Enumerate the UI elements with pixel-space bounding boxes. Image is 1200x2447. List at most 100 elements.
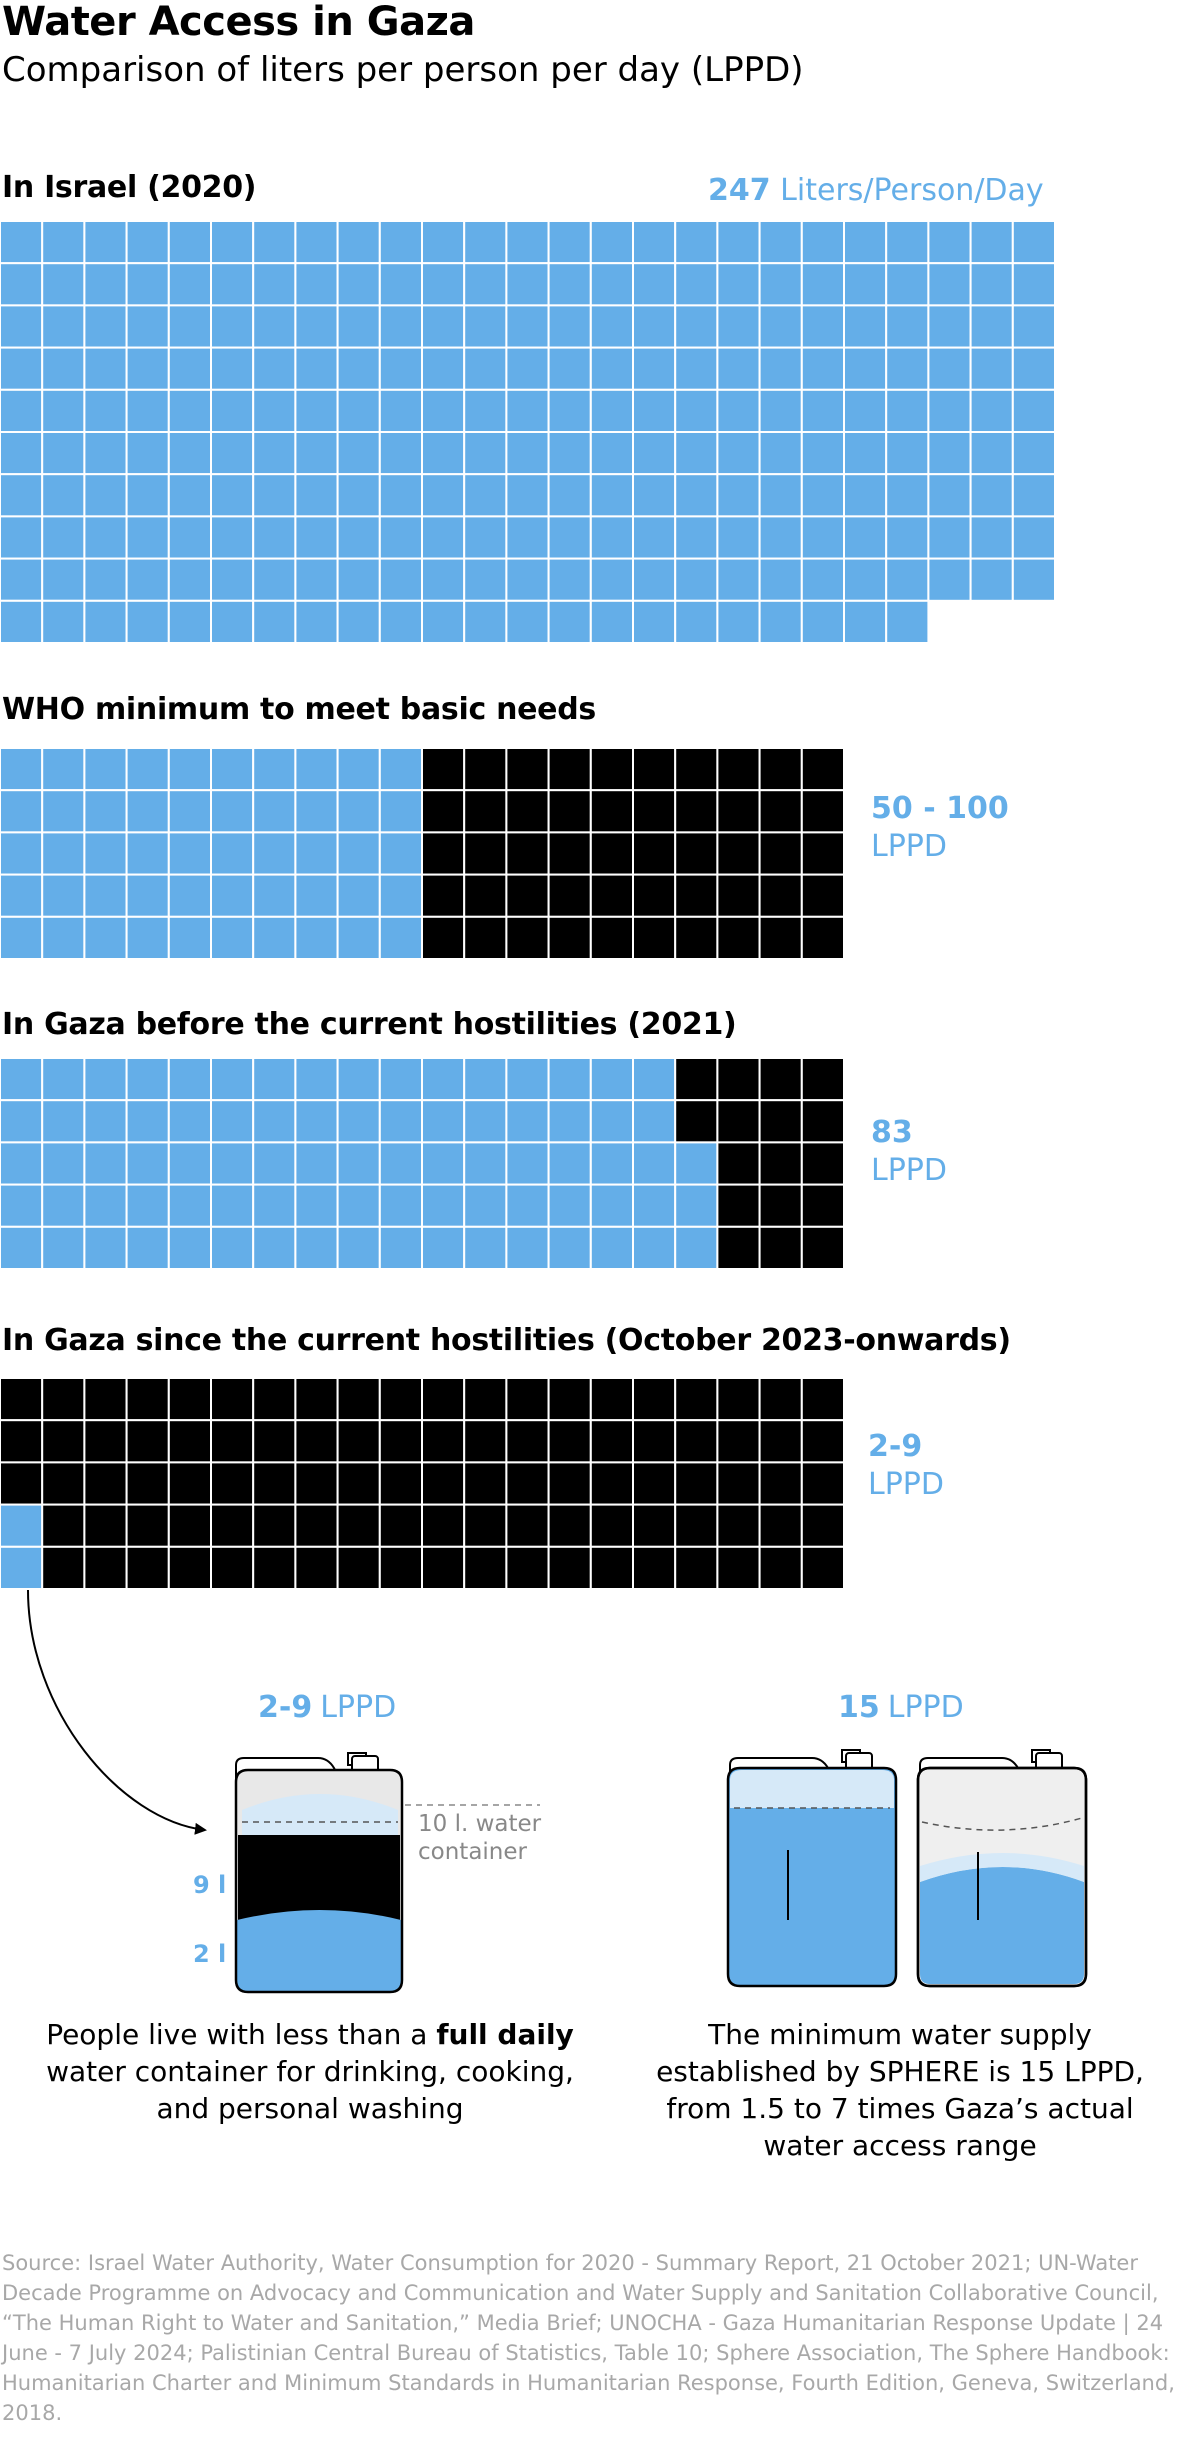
waffle-cell-filled xyxy=(758,431,803,476)
waffle-cell-filled xyxy=(83,873,128,918)
waffle-cell-filled xyxy=(125,557,170,602)
waffle-cell-filled xyxy=(0,515,44,560)
waffle-cell-empty xyxy=(589,831,634,876)
waffle-cell-empty xyxy=(294,1545,339,1590)
waffle-cell-filled xyxy=(674,557,719,602)
right-heading: 15 LPPD xyxy=(838,1690,964,1725)
waffle-cell-filled xyxy=(210,789,255,834)
waffle-cell-filled xyxy=(336,599,381,643)
waffle-cell-filled xyxy=(589,388,634,434)
waffle-cell-filled xyxy=(463,515,508,560)
waffle-cell-filled xyxy=(421,557,466,602)
waffle-cell-empty xyxy=(463,873,508,918)
waffle-cell-empty xyxy=(800,1183,845,1228)
waffle-cell-filled xyxy=(378,915,423,960)
waffle-cell-filled xyxy=(463,557,508,602)
waffle-cell-filled xyxy=(674,388,719,434)
waffle-cell-filled xyxy=(378,1058,423,1102)
waffle-cell-empty xyxy=(83,1461,128,1506)
waffle-cell-empty xyxy=(547,789,592,834)
waffle-cell-filled xyxy=(505,1058,550,1102)
waffle-cell-filled xyxy=(758,599,803,643)
waffle-cell-empty xyxy=(716,1141,761,1186)
waffle-cell-empty xyxy=(716,1225,761,1270)
waffle-cell-empty xyxy=(589,1461,634,1506)
waffle-cell-empty xyxy=(716,1545,761,1590)
waffle-cell-filled xyxy=(83,1141,128,1186)
waffle-cell-filled xyxy=(210,915,255,960)
left-caption-post: water container for drinking, cooking, a… xyxy=(46,2055,574,2125)
source-note: Source: Israel Water Authority, Water Co… xyxy=(2,2251,1175,2425)
waffle-cell-filled xyxy=(505,599,550,643)
waffle-cell-empty xyxy=(716,1099,761,1144)
waffle-cell-filled xyxy=(41,599,86,643)
chart-subtitle: Comparison of liters per person per day … xyxy=(2,50,804,90)
waffle-cell-filled xyxy=(83,304,128,349)
waffle-cell-empty xyxy=(378,1419,423,1464)
waffle-cell-filled xyxy=(632,1225,677,1270)
waffle-cell-empty xyxy=(463,1503,508,1548)
waffle-cell-filled xyxy=(378,431,423,476)
waffle-cell-filled xyxy=(83,748,128,792)
waffle-cell-filled xyxy=(294,515,339,560)
waffle-cell-filled xyxy=(294,262,339,307)
waffle-cell-filled xyxy=(252,1225,297,1270)
waffle-cell-filled xyxy=(885,262,930,307)
waffle-cell-filled xyxy=(252,1058,297,1102)
waffle-cell-empty xyxy=(674,1545,719,1590)
waffle-cell-empty xyxy=(294,1503,339,1548)
waffle-cell-filled xyxy=(505,304,550,349)
waffle-cell-empty xyxy=(674,873,719,918)
waffle-cell-empty xyxy=(758,1419,803,1464)
waffle-cell-empty xyxy=(505,748,550,792)
waffle-cell-filled xyxy=(41,1183,86,1228)
right-caption: The minimum water supply established by … xyxy=(656,2018,1144,2162)
waffle-cell-filled xyxy=(885,515,930,560)
waffle-cell-filled xyxy=(125,473,170,518)
waffle-cell-empty xyxy=(83,1378,128,1422)
waffle-cell-empty xyxy=(716,1058,761,1102)
waffle-cell-filled xyxy=(252,915,297,960)
waffle-cell-filled xyxy=(505,473,550,518)
who-value-label: 50 - 100 LPPD xyxy=(871,790,1009,866)
waffle-cell-empty xyxy=(674,831,719,876)
waffle-cell-filled xyxy=(336,1099,381,1144)
waffle-cell-empty xyxy=(547,831,592,876)
waffle-cell-empty xyxy=(674,1419,719,1464)
waffle-cell-filled xyxy=(716,346,761,391)
waffle-cell-filled xyxy=(167,873,213,918)
waffle-cell-filled xyxy=(927,473,972,518)
waffle-cell-empty xyxy=(547,1378,592,1422)
waffle-cell-filled xyxy=(0,388,44,434)
waffle-cell-filled xyxy=(125,789,170,834)
waffle-cell-filled xyxy=(41,262,86,307)
waffle-cell-filled xyxy=(885,557,930,602)
waffle-cell-empty xyxy=(632,1545,677,1590)
waffle-cell-filled xyxy=(589,1141,634,1186)
waffle-cell-filled xyxy=(167,1141,213,1186)
waffle-cell-filled xyxy=(210,388,255,434)
waffle-cell-filled xyxy=(589,221,634,265)
waffle-cell-filled xyxy=(547,1225,592,1270)
waffle-cell-empty xyxy=(421,748,466,792)
waffle-cell-empty xyxy=(167,1461,213,1506)
waffle-cell-filled xyxy=(589,1058,634,1102)
waffle-cell-empty xyxy=(800,748,845,792)
waffle-cell-filled xyxy=(0,1503,44,1548)
left-heading-value: 2-9 xyxy=(258,1690,312,1725)
waffle-cell-empty xyxy=(758,1225,803,1270)
waffle-cell-empty xyxy=(463,915,508,960)
waffle-cell-filled xyxy=(1011,431,1056,476)
waffle-cell-empty xyxy=(83,1545,128,1590)
waffle-cell-filled xyxy=(294,557,339,602)
waffle-cell-filled xyxy=(927,388,972,434)
waffle-cell-empty xyxy=(421,1378,466,1422)
waffle-cell-filled xyxy=(125,1225,170,1270)
waffle-cell-filled xyxy=(378,304,423,349)
waffle-cell-filled xyxy=(843,557,888,602)
israel-value-label: 247 Liters/Person/Day xyxy=(708,172,1044,210)
waffle-cell-filled xyxy=(632,262,677,307)
waffle-cell-filled xyxy=(41,473,86,518)
waffle-cell-filled xyxy=(505,221,550,265)
waffle-cell-filled xyxy=(716,515,761,560)
